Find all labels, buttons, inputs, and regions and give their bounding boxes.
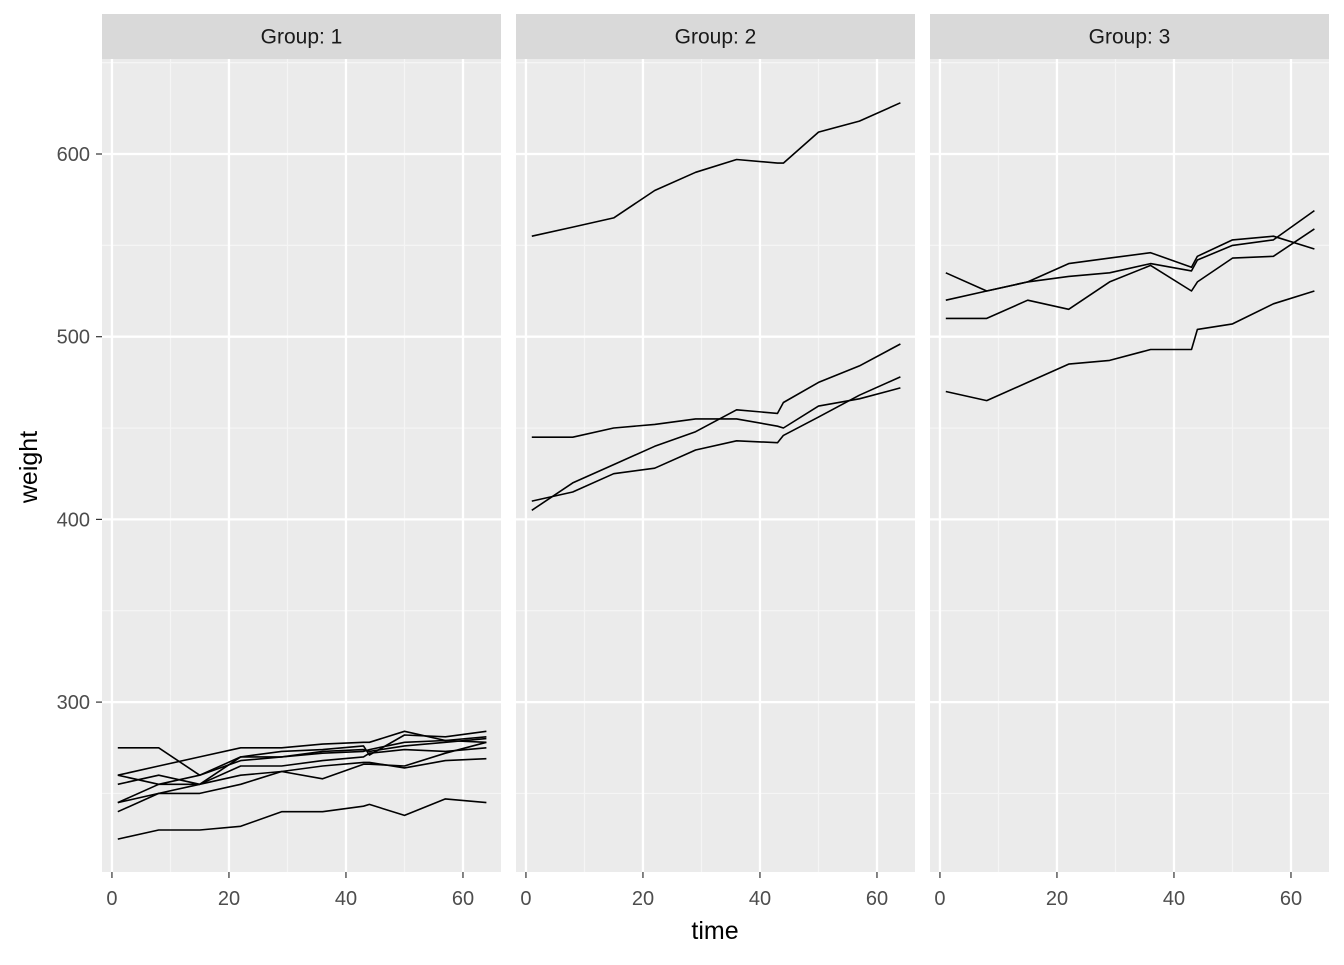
y-tick-label: 400	[57, 509, 90, 531]
series-line-g1-8	[117, 739, 487, 804]
x-tick-label: 20	[1046, 888, 1068, 910]
series-line-g2-1	[531, 376, 901, 502]
x-tick-label: 40	[1163, 888, 1185, 910]
facet-strip-label-3: Group: 3	[1089, 26, 1171, 49]
series-line-g1-3	[117, 757, 487, 804]
x-tick-label: 0	[106, 888, 117, 910]
panel-background-2	[516, 59, 915, 872]
series-line-g1-7	[117, 730, 487, 777]
series-line-g2-4	[531, 102, 901, 237]
facet-strip-label-2: Group: 2	[675, 26, 757, 49]
series-line-g3-1	[945, 290, 1315, 402]
series-line-g1-1	[117, 741, 487, 813]
series-line-g1-2	[117, 798, 487, 840]
x-tick-label: 0	[934, 888, 945, 910]
series-line-g3-3	[945, 228, 1315, 320]
x-tick-label: 40	[749, 888, 771, 910]
y-tick-label: 300	[57, 692, 90, 714]
x-tick-label: 60	[1280, 888, 1302, 910]
facet-strip-label-1: Group: 1	[261, 26, 343, 49]
x-tick-label: 60	[452, 888, 474, 910]
x-tick-label: 0	[520, 888, 531, 910]
panel-background-3	[930, 59, 1329, 872]
y-axis-title: weight	[15, 431, 43, 504]
series-line-g1-5	[117, 737, 487, 786]
facet-strip-3	[930, 14, 1329, 59]
series-line-g1-6	[117, 730, 487, 776]
y-tick-label: 600	[57, 144, 90, 166]
x-tick-label: 20	[632, 888, 654, 910]
series-line-g1-4	[117, 747, 487, 786]
series-line-g3-4	[945, 209, 1315, 301]
x-axis-title: time	[691, 917, 738, 945]
y-tick-label: 500	[57, 327, 90, 349]
facet-strip-2	[516, 14, 915, 59]
series-line-g2-3	[531, 387, 901, 439]
series-line-g2-2	[531, 343, 901, 511]
x-tick-label: 40	[335, 888, 357, 910]
x-tick-label: 20	[218, 888, 240, 910]
x-tick-label: 60	[866, 888, 888, 910]
facet-strip-1	[102, 14, 501, 59]
